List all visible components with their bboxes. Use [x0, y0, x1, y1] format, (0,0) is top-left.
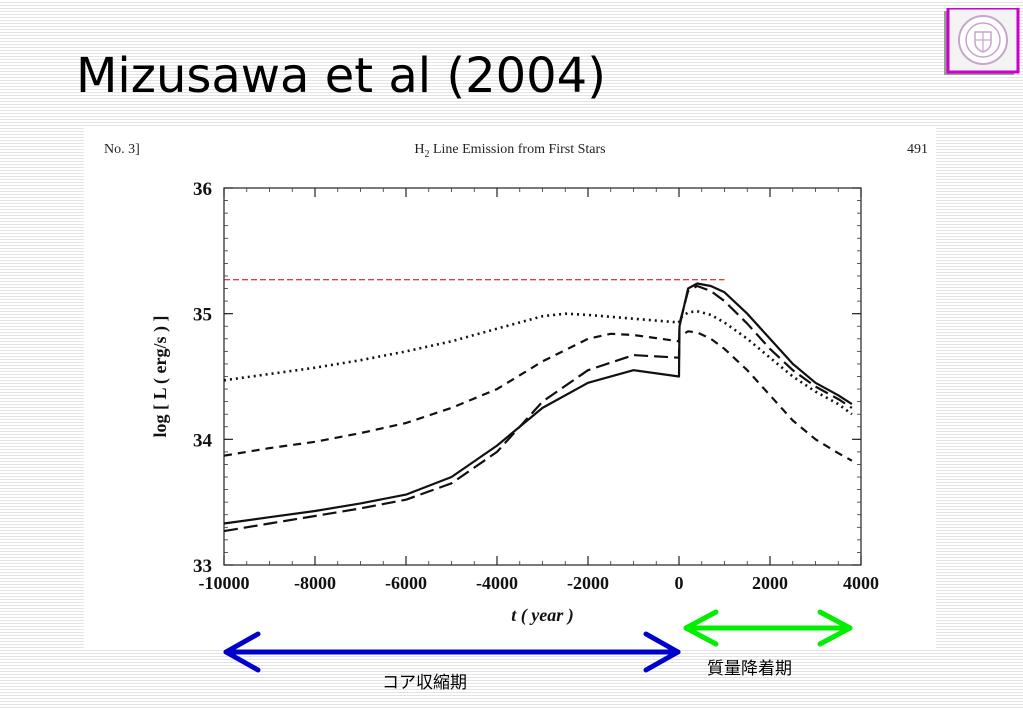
journal-page-number: 491 — [907, 142, 928, 157]
y-tick-label: 33 — [193, 556, 212, 577]
journal-issue-label: No. 3] — [104, 142, 140, 157]
running-title-subscript: 2 — [424, 148, 430, 160]
x-axis-label: t ( year ) — [511, 605, 573, 626]
series-line-dotted — [223, 309, 853, 416]
y-tick-label: 35 — [193, 305, 212, 326]
series-line-solid — [223, 282, 853, 525]
luminosity-chart: -10000 -8000 -6000 -4000 -2000 0 2000 4000 33 34 3… — [150, 179, 879, 626]
university-seal-icon — [944, 8, 1020, 75]
mass-accretion-label: 質量降着期 — [707, 659, 792, 679]
y-axis-label: log [ L ( erg/s ) ] — [150, 316, 171, 438]
x-tick-label: -4000 — [476, 573, 518, 593]
y-tick-label: 34 — [193, 430, 213, 451]
series-line-long-dash — [223, 284, 853, 533]
plot-frame — [223, 187, 862, 566]
slide-title: Mizusawa et al (2004) — [76, 48, 606, 104]
y-tick-label: 36 — [193, 179, 212, 200]
core-contraction-label: コア収縮期 — [382, 673, 467, 693]
x-tick-label: -10000 — [199, 573, 250, 593]
figure-panel: No. 3] H2 Line Emission from First Stars… — [84, 128, 936, 648]
running-title-suffix: Line Emission from First Stars — [429, 142, 606, 157]
running-title-prefix: H — [414, 142, 425, 157]
x-tick-label: -2000 — [567, 573, 609, 593]
x-tick-label: 4000 — [843, 573, 879, 593]
x-tick-label: -8000 — [294, 573, 336, 593]
journal-running-title: H2 Line Emission from First Stars — [84, 142, 936, 160]
x-tick-label: -6000 — [385, 573, 427, 593]
series-line-dashed — [223, 330, 853, 462]
x-tick-label: 2000 — [752, 573, 788, 593]
x-tick-label: 0 — [675, 573, 684, 593]
